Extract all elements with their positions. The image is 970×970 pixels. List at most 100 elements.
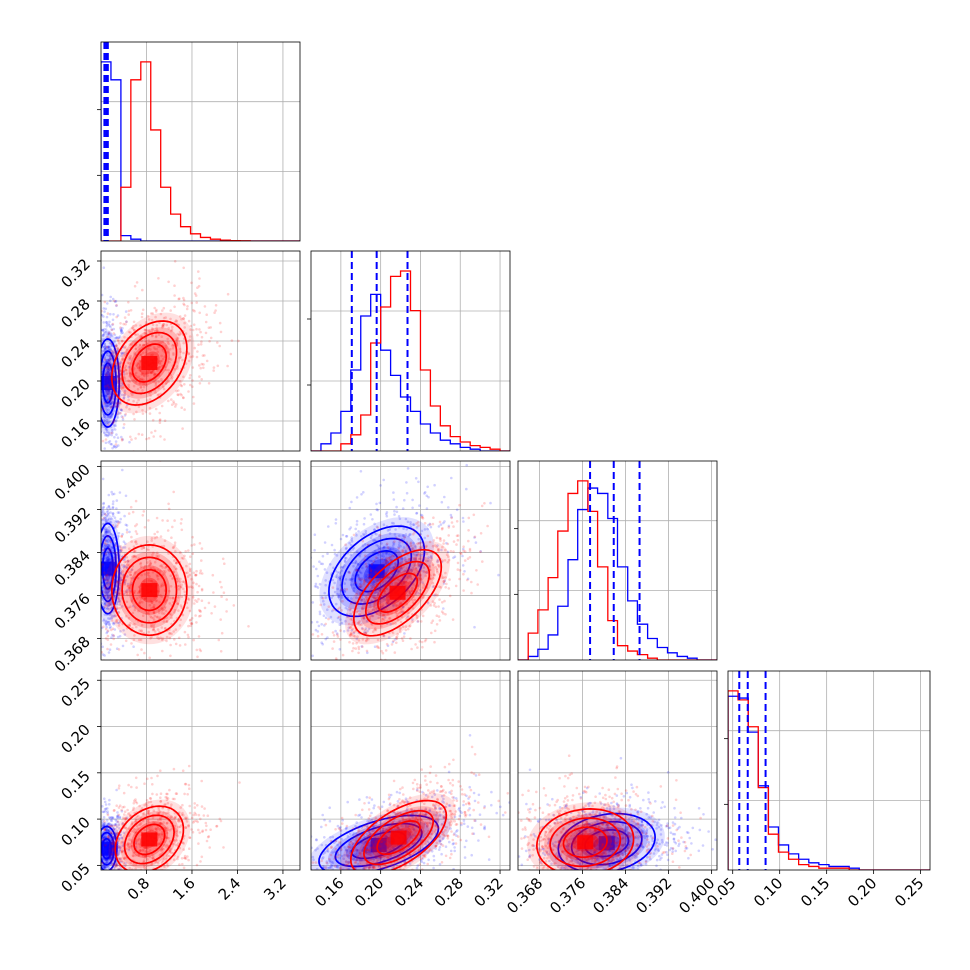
sample-point <box>416 615 419 618</box>
sample-point <box>384 557 387 561</box>
sample-point <box>415 511 419 515</box>
sample-point <box>220 595 223 598</box>
sample-point <box>441 601 444 604</box>
sample-point <box>381 580 384 584</box>
sample-point <box>170 622 173 626</box>
sample-point <box>142 566 146 570</box>
sample-point <box>366 669 369 672</box>
sample-point <box>324 637 328 641</box>
sample-point <box>102 517 105 520</box>
sample-point <box>202 363 205 366</box>
sample-point <box>165 635 169 639</box>
sample-point <box>358 585 361 589</box>
sample-point <box>101 810 105 814</box>
sample-point <box>177 587 181 591</box>
sample-point <box>120 331 123 335</box>
sample-point <box>142 546 146 550</box>
sample-point <box>385 561 388 565</box>
sample-point <box>343 564 346 567</box>
sample-point <box>94 584 97 587</box>
sample-point <box>140 648 143 651</box>
sample-point <box>374 598 378 602</box>
sample-point <box>166 337 169 341</box>
sample-point <box>218 580 222 584</box>
sample-point <box>145 328 148 332</box>
sample-point <box>399 626 403 630</box>
sample-point <box>175 567 178 571</box>
sample-point <box>374 556 378 559</box>
sample-point <box>199 614 202 618</box>
sample-point <box>347 570 351 574</box>
sample-point <box>355 610 359 614</box>
sample-point <box>127 309 131 313</box>
sample-point <box>335 592 339 596</box>
sample-point <box>375 508 379 511</box>
sample-point <box>187 390 190 393</box>
sample-point <box>122 565 125 569</box>
sample-point <box>183 408 186 411</box>
sample-point <box>414 563 417 567</box>
sample-point <box>348 626 352 629</box>
sample-point <box>167 702 170 705</box>
sample-point <box>349 634 352 637</box>
scatter-panel-0-2 <box>94 460 301 705</box>
sample-point <box>172 352 175 355</box>
sample-point <box>94 607 97 610</box>
sample-point <box>114 443 118 446</box>
sample-point <box>101 512 104 515</box>
sample-point <box>380 619 384 623</box>
sample-point <box>107 369 110 372</box>
sample-point <box>146 314 150 318</box>
sample-point <box>148 656 151 660</box>
sample-point <box>197 284 201 288</box>
sample-point <box>169 358 173 361</box>
sample-point <box>109 823 113 826</box>
sample-point <box>370 559 374 563</box>
sample-point <box>91 852 94 855</box>
sample-point <box>117 648 121 651</box>
sample-point <box>102 321 105 324</box>
sample-point <box>98 530 101 533</box>
sample-point <box>110 878 113 881</box>
sample-point <box>98 424 101 427</box>
sample-point <box>86 834 89 837</box>
sample-point <box>109 540 112 543</box>
sample-point <box>398 562 402 565</box>
sample-point <box>103 414 106 418</box>
sample-point <box>103 866 107 869</box>
sample-point <box>392 639 395 643</box>
sample-point <box>373 596 376 600</box>
sample-point <box>200 559 203 562</box>
sample-point <box>377 646 381 650</box>
sample-point <box>112 500 115 503</box>
sample-point <box>436 560 439 564</box>
sample-point <box>107 879 110 882</box>
sample-point <box>96 857 99 860</box>
sample-point <box>399 582 403 585</box>
sample-point <box>199 330 202 334</box>
sample-point <box>197 635 201 638</box>
sample-point <box>130 599 134 602</box>
sample-point <box>373 522 376 526</box>
sample-point <box>127 398 130 402</box>
sample-point <box>102 625 105 629</box>
sample-point <box>93 862 96 865</box>
sample-point <box>401 540 405 544</box>
sample-point <box>158 365 162 369</box>
sample-point <box>439 537 442 540</box>
sample-point <box>354 647 358 650</box>
sample-point <box>108 440 112 443</box>
sample-point <box>419 545 422 549</box>
sample-point <box>153 329 157 333</box>
sample-point <box>395 581 399 585</box>
sample-point <box>101 626 104 630</box>
sample-point <box>409 523 413 526</box>
sample-point <box>155 599 159 602</box>
sample-point <box>415 512 418 515</box>
sample-point <box>123 377 127 380</box>
sample-point <box>345 588 349 591</box>
sample-point <box>103 828 107 831</box>
sample-point <box>217 638 221 642</box>
sample-point <box>129 372 132 376</box>
sample-point <box>115 344 118 347</box>
